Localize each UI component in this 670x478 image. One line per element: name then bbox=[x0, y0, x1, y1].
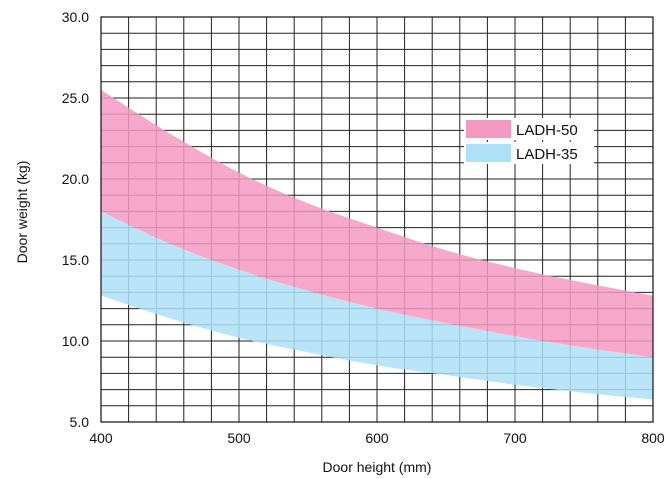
legend-swatch-ladh-35 bbox=[466, 144, 511, 162]
legend-swatch-ladh-50 bbox=[466, 120, 511, 138]
x-axis-ticks: 400 500 600 700 800 bbox=[89, 430, 665, 446]
band-ladh-35 bbox=[101, 211, 653, 400]
plot-frame bbox=[100, 16, 654, 423]
x-tick-label: 400 bbox=[89, 430, 113, 446]
y-tick-label: 10.0 bbox=[62, 333, 89, 349]
band-ladh-50 bbox=[101, 89, 653, 358]
y-axis-title: Door weight (kg) bbox=[14, 161, 30, 264]
x-axis-title: Door height (mm) bbox=[323, 459, 432, 475]
x-tick-label: 800 bbox=[641, 430, 665, 446]
x-tick-label: 500 bbox=[227, 430, 251, 446]
x-tick-label: 700 bbox=[503, 430, 527, 446]
plot-border bbox=[100, 16, 654, 423]
series-bands bbox=[101, 89, 653, 400]
legend: LADH-50 LADH-35 bbox=[464, 118, 594, 164]
y-tick-label: 20.0 bbox=[62, 171, 89, 187]
y-tick-label: 30.0 bbox=[62, 9, 89, 25]
y-tick-label: 5.0 bbox=[70, 414, 90, 430]
legend-label-ladh-35: LADH-35 bbox=[516, 146, 578, 163]
legend-label-ladh-50: LADH-50 bbox=[516, 122, 578, 139]
y-tick-label: 15.0 bbox=[62, 252, 89, 268]
x-tick-label: 600 bbox=[365, 430, 389, 446]
y-axis-ticks: 5.0 10.0 15.0 20.0 25.0 30.0 bbox=[62, 9, 89, 430]
y-tick-label: 25.0 bbox=[62, 90, 89, 106]
